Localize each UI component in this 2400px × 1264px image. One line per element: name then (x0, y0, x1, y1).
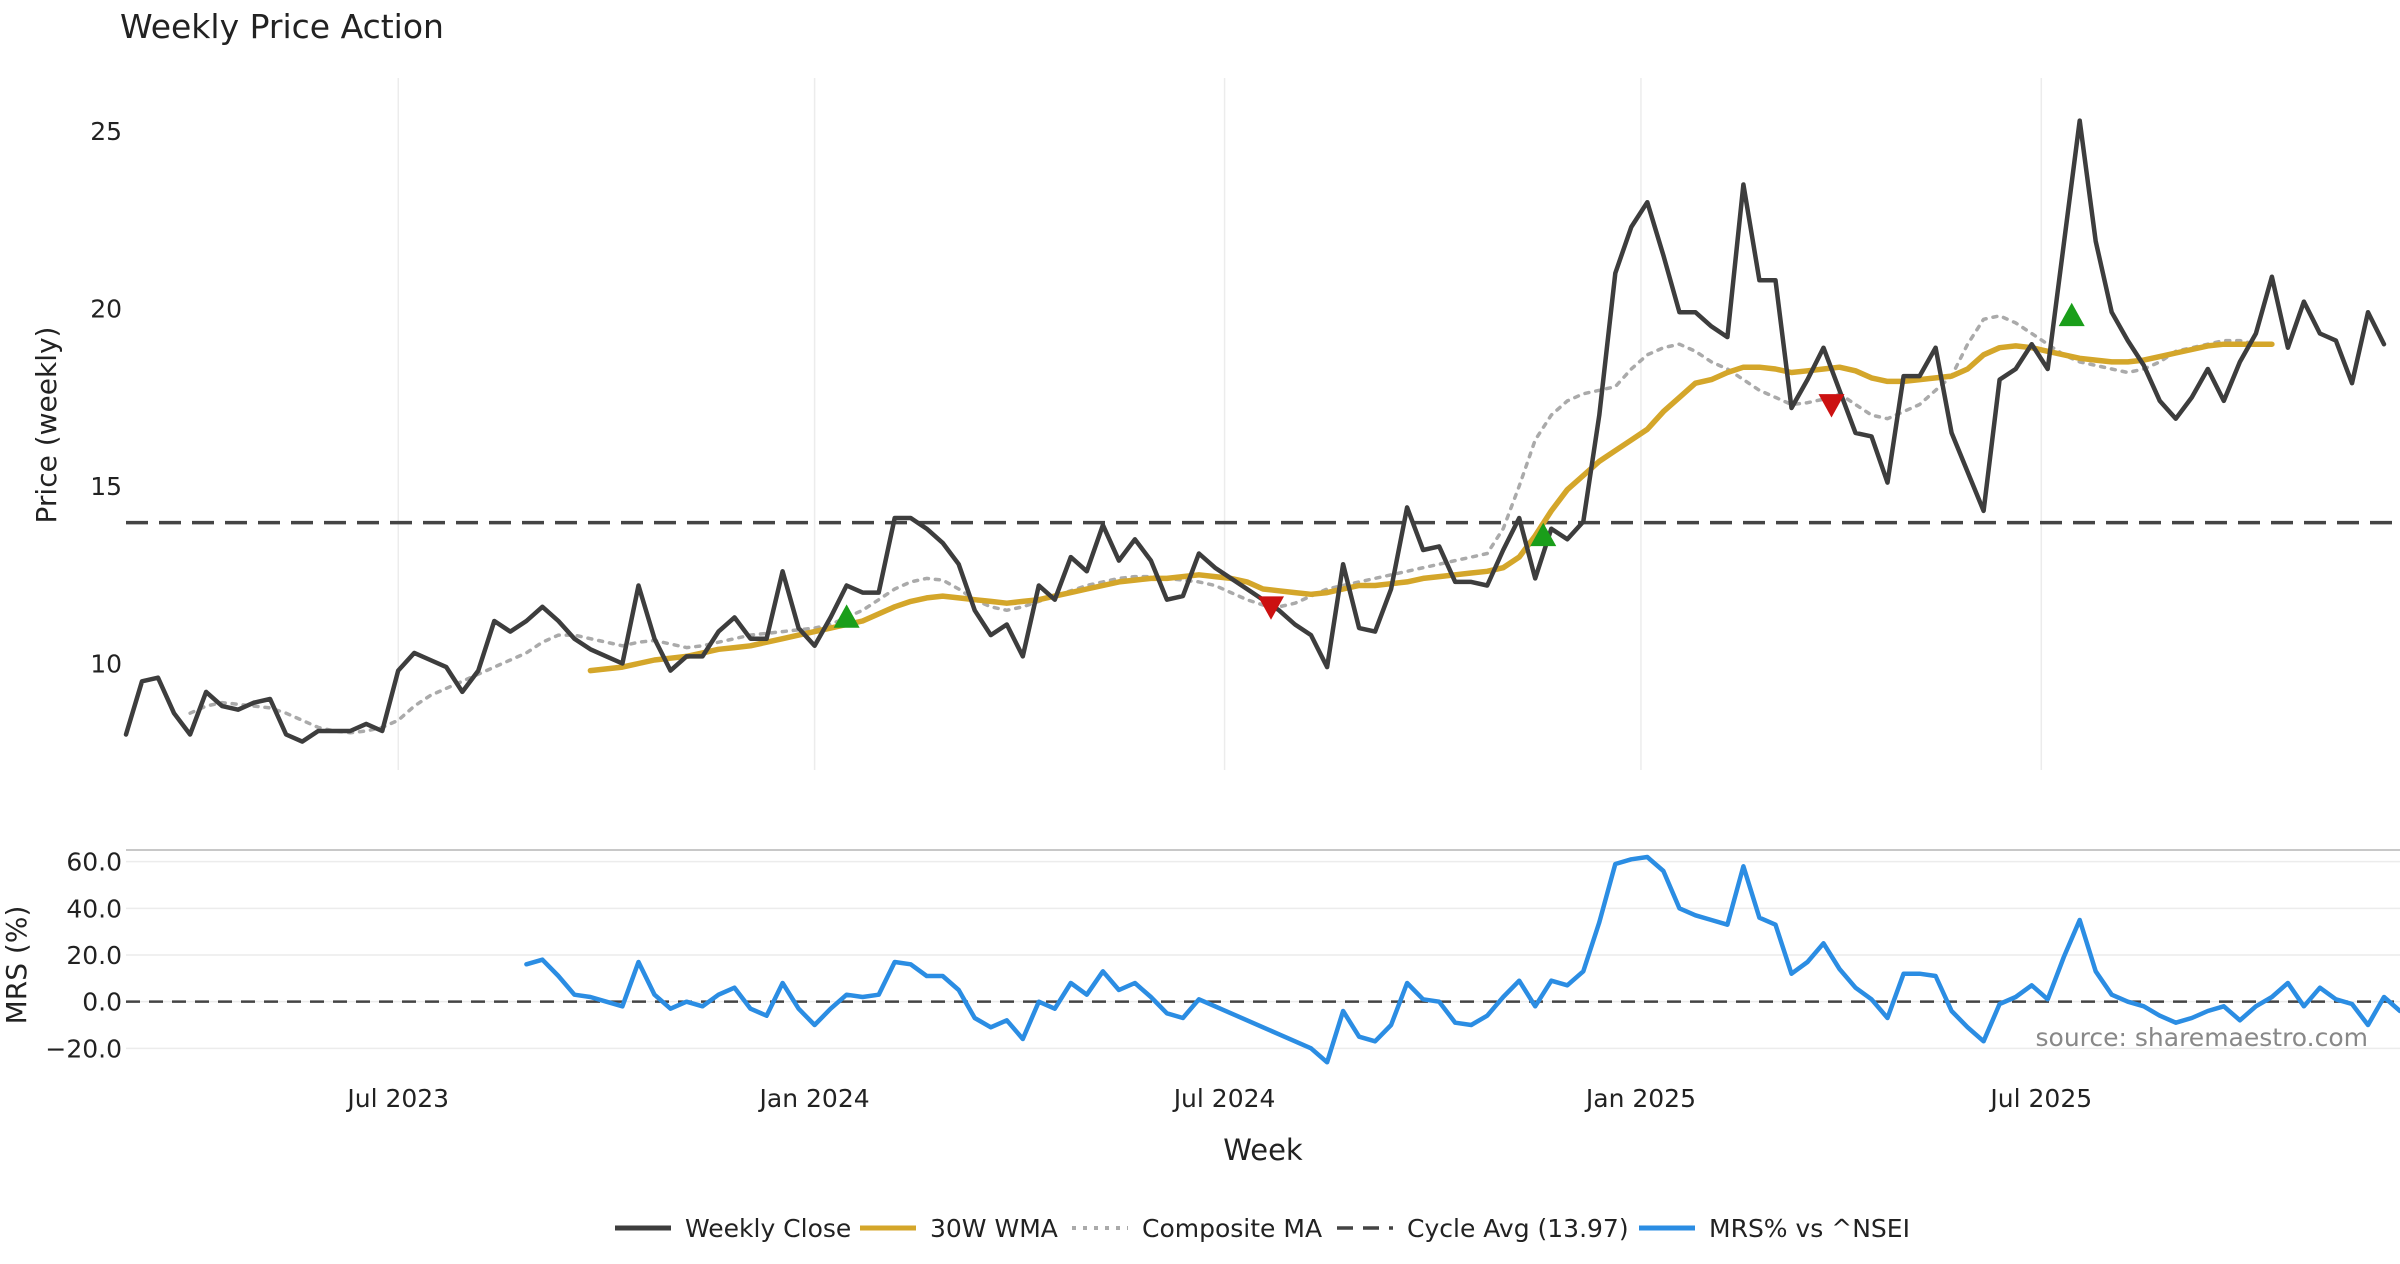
composite-ma-line (188, 314, 2258, 735)
legend-item: Weekly Close (615, 1214, 851, 1243)
mrs-y-ticks: −20.0 0.0 20.0 40.0 60.0 (45, 848, 122, 1064)
legend-label: Composite MA (1142, 1214, 1322, 1243)
mrs-y-tick-label: 20.0 (66, 941, 122, 970)
buy-signal-marker (833, 604, 860, 628)
buy-signal-marker (2058, 302, 2085, 327)
legend: Weekly Close 30W WMA Composite MA Cycle Avg… (615, 1214, 1910, 1243)
x-tick-label: Jul 2025 (1988, 1084, 2092, 1113)
mrs-gridlines (126, 860, 2400, 1050)
mrs-y-tick-label: 40.0 (66, 894, 122, 923)
source-label: source: sharemaestro.com (2036, 1023, 2369, 1052)
legend-item: MRS% vs ^NSEI (1639, 1214, 1910, 1243)
price-y-ticks: 10 15 20 25 (90, 117, 122, 678)
sell-signal-marker (1818, 394, 1845, 418)
mrs-series-group (126, 854, 2400, 1065)
price-y-axis-label: Price (weekly) (30, 327, 63, 524)
x-tick-label: Jul 2023 (345, 1084, 449, 1113)
x-ticks: Jul 2023 Jan 2024 Jul 2024 Jan 2025 Jul 2025 (345, 1084, 2092, 1113)
legend-item: 30W WMA (860, 1214, 1058, 1243)
x-tick-label: Jul 2024 (1172, 1084, 1276, 1113)
signal-markers (833, 302, 2085, 628)
legend-label: 30W WMA (930, 1214, 1058, 1243)
legend-item: Composite MA (1072, 1214, 1322, 1243)
legend-label: Cycle Avg (13.97) (1407, 1214, 1629, 1243)
legend-label: Weekly Close (685, 1214, 851, 1243)
price-y-tick-label: 25 (90, 117, 122, 146)
price-y-tick-label: 15 (90, 472, 122, 501)
x-tick-label: Jan 2024 (758, 1084, 870, 1113)
price-series-group (123, 118, 2400, 744)
wma-30w-line (587, 341, 2275, 674)
price-y-tick-label: 20 (90, 295, 122, 324)
mrs-y-tick-label: −20.0 (45, 1034, 122, 1063)
mrs-y-tick-label: 60.0 (66, 848, 122, 877)
chart-title: Weekly Price Action (120, 7, 444, 46)
x-axis-label: Week (1223, 1133, 1303, 1167)
price-y-tick-label: 10 (90, 650, 122, 679)
weekly-close-line (123, 118, 2387, 744)
sell-signal-marker (1258, 596, 1285, 620)
legend-item: Cycle Avg (13.97) (1337, 1214, 1629, 1243)
mrs-line (524, 854, 2400, 1065)
legend-label: MRS% vs ^NSEI (1709, 1214, 1910, 1243)
price-gridlines (397, 78, 2043, 770)
x-tick-label: Jan 2025 (1584, 1084, 1696, 1113)
mrs-y-tick-label: 0.0 (82, 988, 122, 1017)
buy-signal-marker (1530, 522, 1557, 547)
mrs-y-axis-label: MRS (%) (0, 906, 33, 1025)
